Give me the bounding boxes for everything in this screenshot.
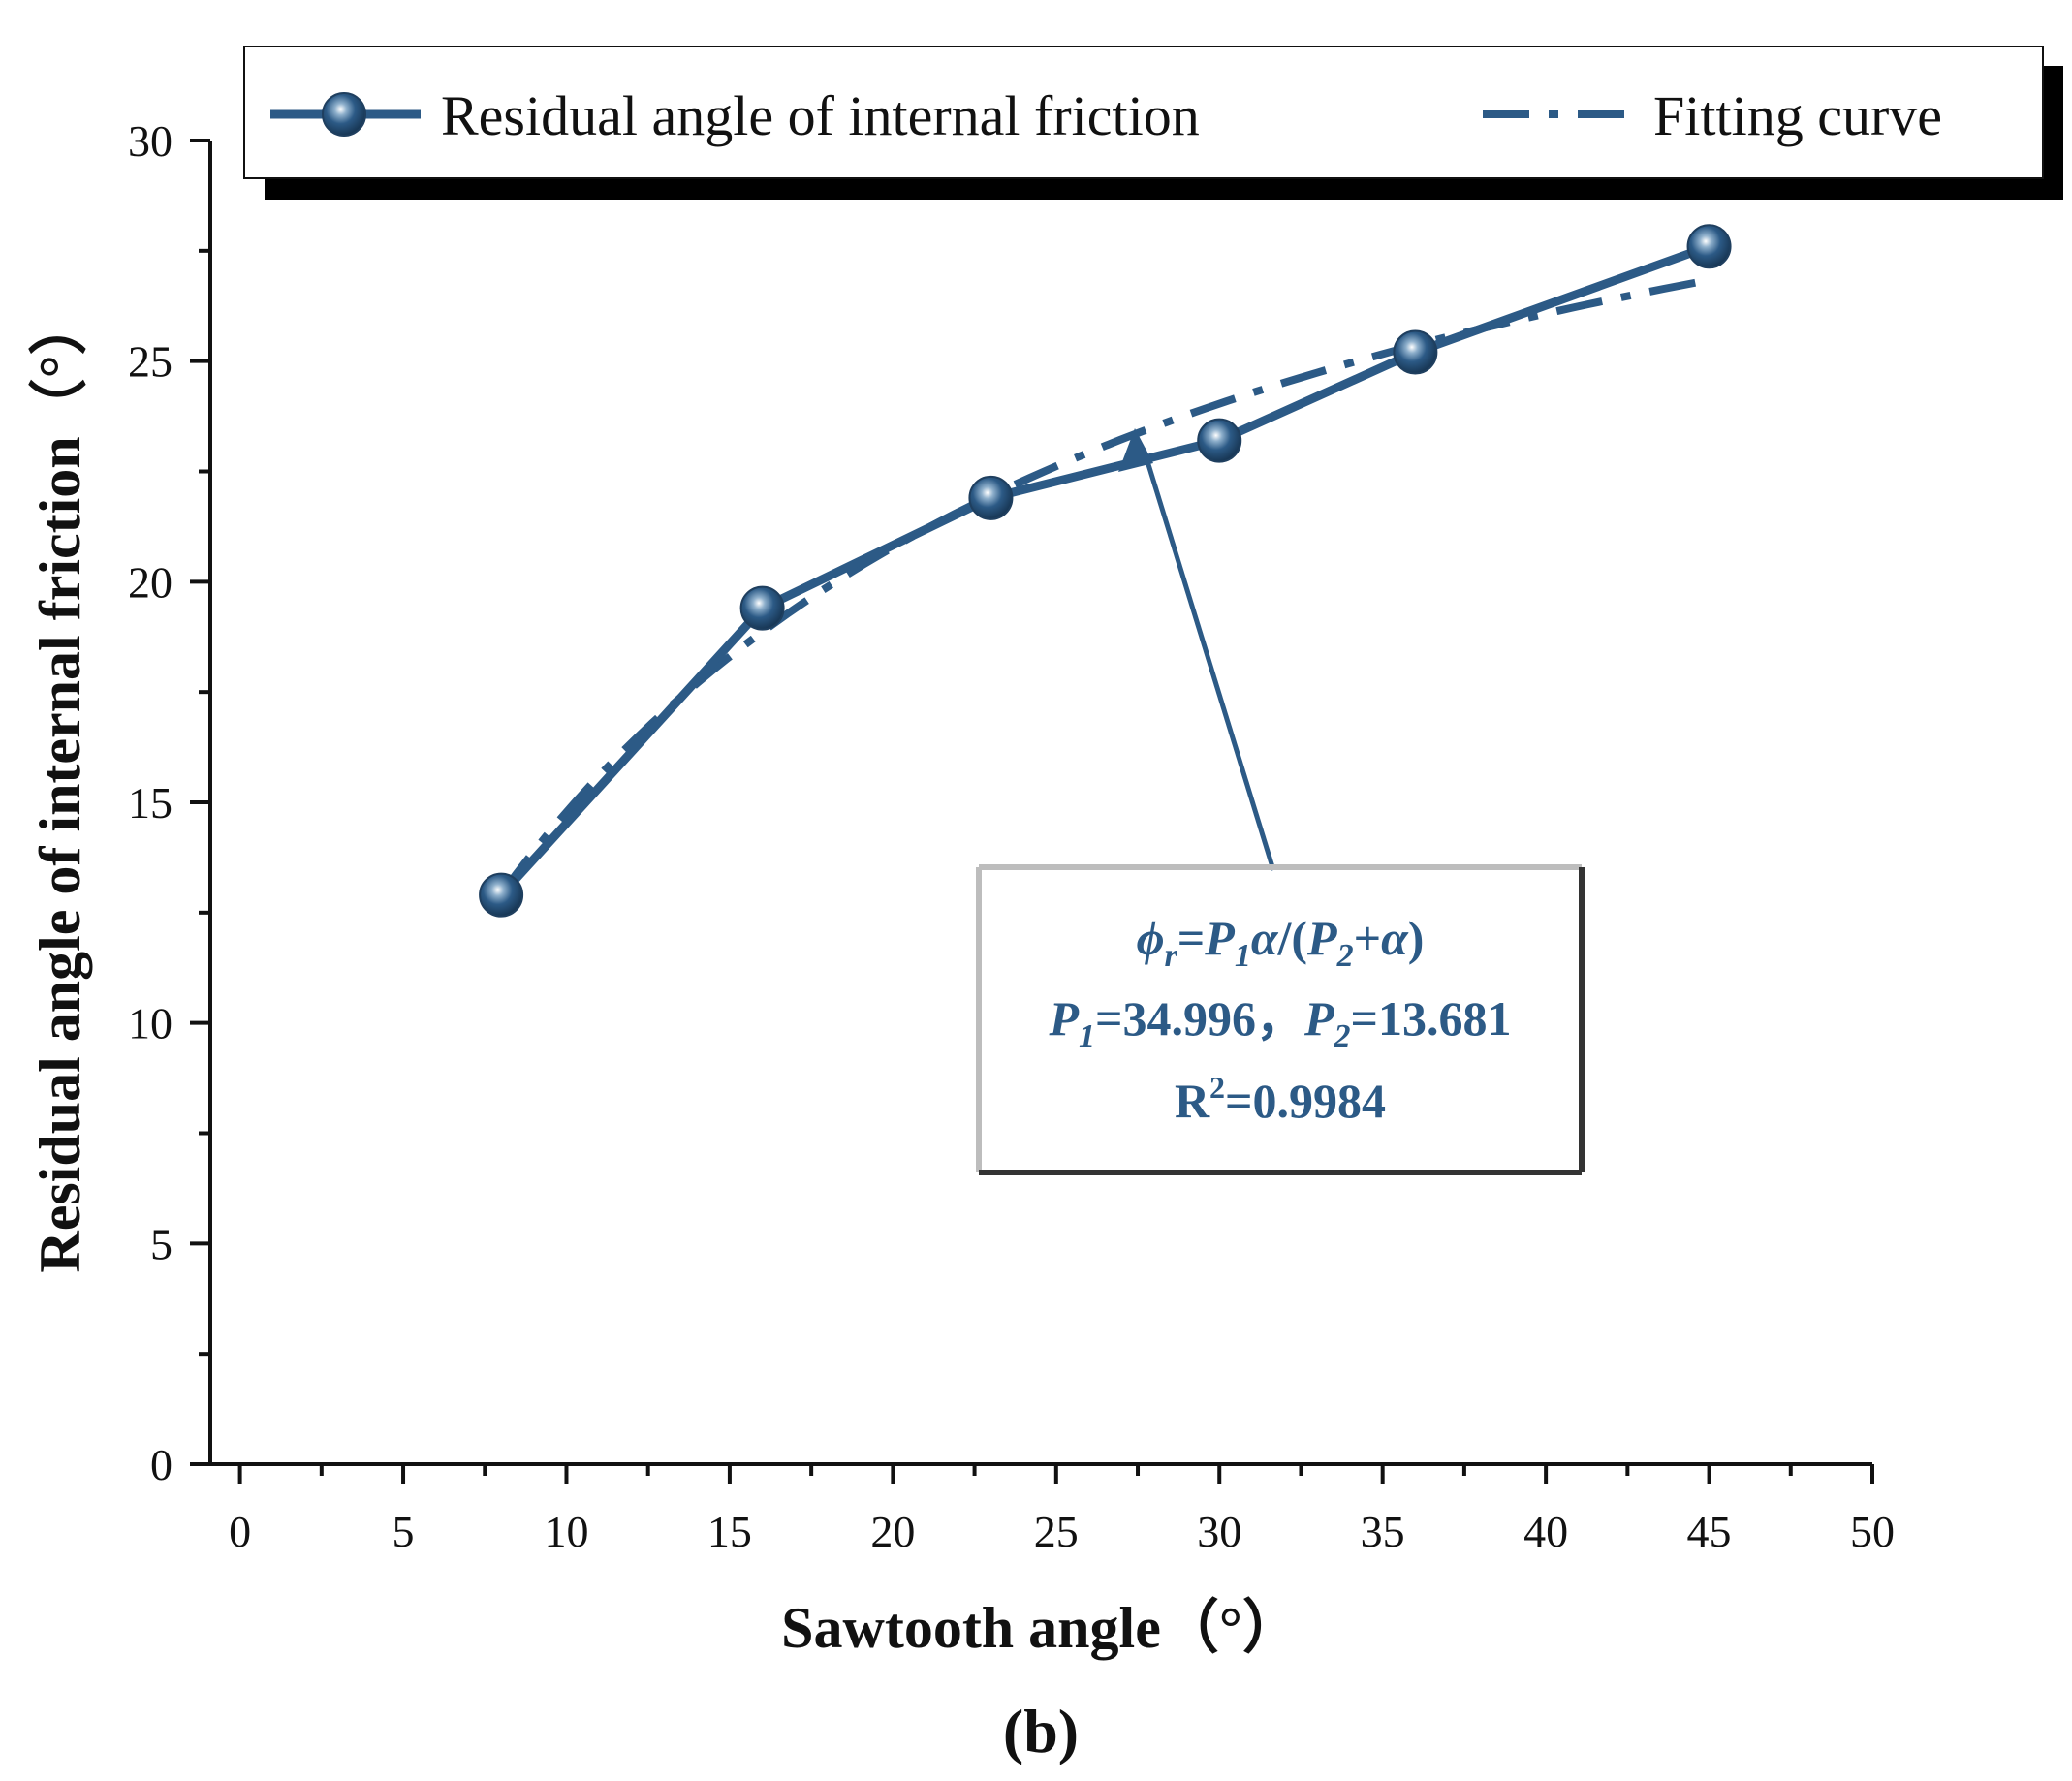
data-series-layer <box>479 224 1732 918</box>
data-point-marker <box>1686 224 1732 269</box>
y-axis-ticks: 0 5 10 15 20 25 30 <box>128 116 210 1489</box>
fitting-curve-layer <box>497 276 1711 897</box>
legend-data-marker <box>322 92 366 137</box>
y-tick-label: 10 <box>128 999 173 1048</box>
legend-data-label: Residual angle of internal friction <box>441 84 1200 147</box>
x-tick-label: 15 <box>707 1507 752 1556</box>
x-tick-label: 40 <box>1523 1507 1568 1556</box>
x-tick-label: 45 <box>1687 1507 1732 1556</box>
y-tick-label: 15 <box>128 778 173 828</box>
y-tick-label: 5 <box>150 1219 173 1268</box>
legend-box <box>243 46 2044 179</box>
data-point-marker <box>1393 329 1438 375</box>
x-tick-label: 20 <box>870 1507 915 1556</box>
legend: Residual angle of internal friction Fitt… <box>243 46 2063 200</box>
fit-annotation: ϕr=P1α/(P2+α) P1=34.996，P2=13.681 R2=0.9… <box>976 428 1585 1175</box>
data-series-line <box>497 242 1711 898</box>
x-tick-label: 50 <box>1850 1507 1895 1556</box>
y-tick-label: 25 <box>128 337 173 387</box>
panel-label: (b) <box>1003 1697 1079 1765</box>
annotation-r2: R2=0.9984 <box>1175 1070 1386 1128</box>
x-tick-label: 35 <box>1361 1507 1405 1556</box>
legend-item-fit: Fitting curve <box>1483 84 1942 147</box>
fitting-curve-line <box>497 276 1711 897</box>
data-point-marker <box>1197 418 1242 463</box>
data-point-marker <box>968 475 1014 520</box>
data-point-marker <box>479 872 524 918</box>
x-axis-ticks: 0 5 10 15 20 25 30 35 40 45 50 <box>229 1464 1895 1556</box>
annotation-arrow-line <box>1141 448 1276 871</box>
x-tick-label: 10 <box>544 1507 588 1556</box>
annotation-equation: ϕr=P1α/(P2+α) <box>1137 911 1425 974</box>
annotation-params: P1=34.996，P2=13.681 <box>1048 991 1511 1054</box>
y-tick-label: 30 <box>128 116 173 166</box>
x-tick-label: 30 <box>1197 1507 1241 1556</box>
x-tick-label: 0 <box>229 1507 251 1556</box>
y-tick-label: 20 <box>128 557 173 607</box>
legend-fit-label: Fitting curve <box>1653 84 1942 147</box>
y-tick-label: 0 <box>150 1440 173 1489</box>
annotation-arrowhead <box>1118 428 1153 472</box>
legend-item-data: Residual angle of internal friction <box>270 84 1200 147</box>
y-axis-title: Residual angle of internal friction（°） <box>27 297 92 1272</box>
x-axis-title: Sawtooth angle（°） <box>781 1595 1301 1660</box>
x-tick-label: 5 <box>392 1507 415 1556</box>
x-tick-label: 25 <box>1034 1507 1079 1556</box>
data-point-marker <box>739 585 785 631</box>
